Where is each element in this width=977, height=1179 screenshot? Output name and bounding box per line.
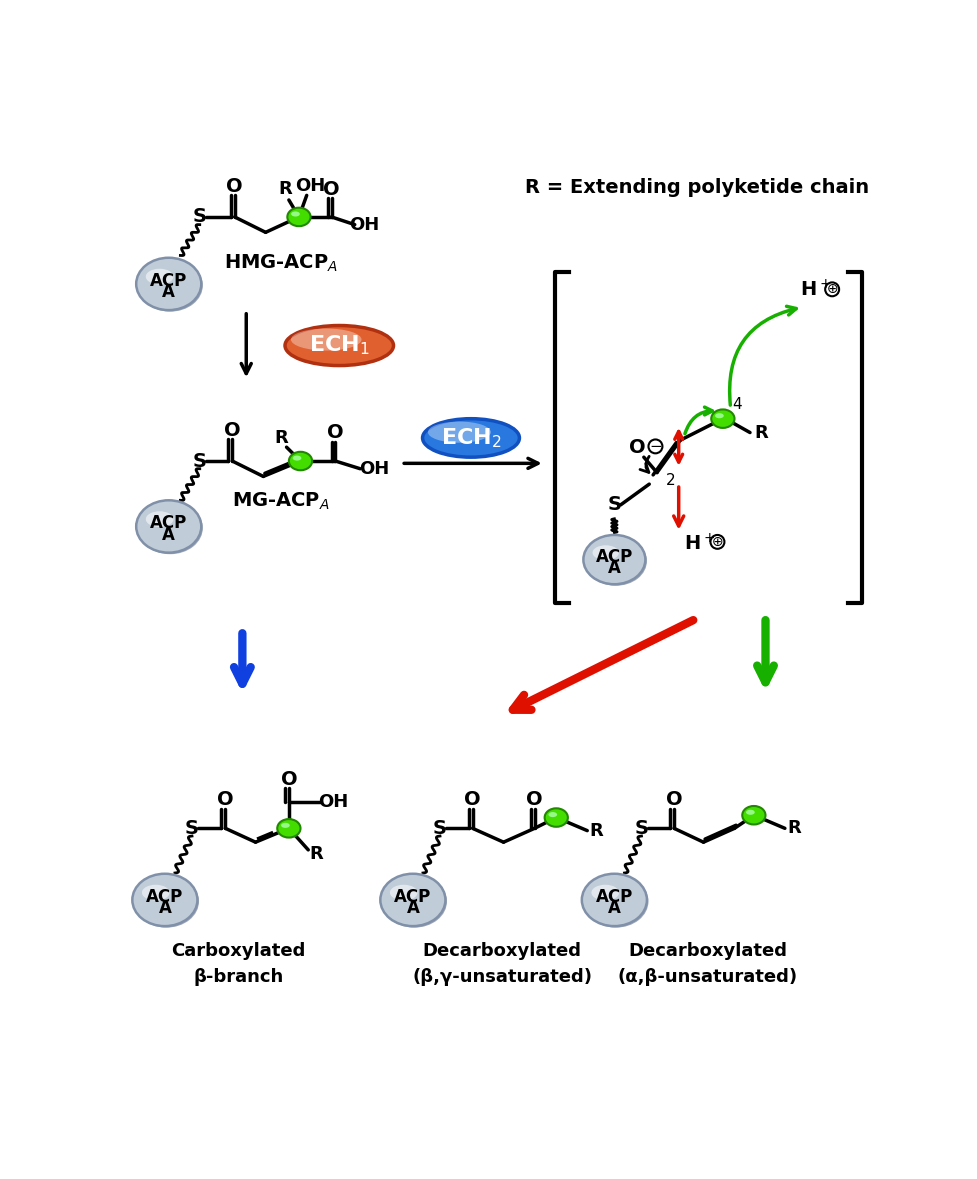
Ellipse shape xyxy=(134,875,198,928)
Text: R: R xyxy=(274,429,287,447)
FancyArrowPatch shape xyxy=(684,407,711,434)
Ellipse shape xyxy=(291,211,300,217)
Ellipse shape xyxy=(146,269,173,284)
FancyArrowPatch shape xyxy=(639,456,649,473)
Text: R = Extending polyketide chain: R = Extending polyketide chain xyxy=(525,178,869,197)
Ellipse shape xyxy=(288,452,312,470)
Text: R: R xyxy=(786,819,800,837)
Text: OH: OH xyxy=(318,793,348,811)
Text: 4: 4 xyxy=(731,397,741,413)
Ellipse shape xyxy=(381,875,446,928)
Ellipse shape xyxy=(142,884,169,901)
Text: S: S xyxy=(607,495,620,514)
Ellipse shape xyxy=(428,422,490,443)
Text: ACP: ACP xyxy=(394,888,431,905)
Text: S: S xyxy=(433,819,446,838)
Ellipse shape xyxy=(714,413,723,419)
Ellipse shape xyxy=(276,819,300,837)
Text: O: O xyxy=(226,177,242,196)
Text: HMG-ACP$_A$: HMG-ACP$_A$ xyxy=(224,252,338,274)
Text: O: O xyxy=(322,179,339,199)
Text: ACP: ACP xyxy=(147,888,184,905)
Text: R: R xyxy=(309,845,322,863)
Text: A: A xyxy=(608,559,620,577)
Text: ECH$_1$: ECH$_1$ xyxy=(309,334,369,357)
Ellipse shape xyxy=(742,806,765,824)
Ellipse shape xyxy=(422,419,519,457)
Ellipse shape xyxy=(287,208,311,226)
Ellipse shape xyxy=(146,512,173,527)
Ellipse shape xyxy=(584,536,646,586)
Text: OH: OH xyxy=(295,177,325,196)
Text: S: S xyxy=(192,452,206,470)
Ellipse shape xyxy=(280,823,289,828)
Ellipse shape xyxy=(284,325,393,365)
Text: O: O xyxy=(217,790,234,809)
Text: R: R xyxy=(589,822,603,839)
Text: R: R xyxy=(754,423,768,442)
Text: H$^+$: H$^+$ xyxy=(799,279,830,301)
FancyArrowPatch shape xyxy=(729,307,795,406)
Text: ECH$_2$: ECH$_2$ xyxy=(441,426,501,449)
Text: 2: 2 xyxy=(665,473,675,488)
Ellipse shape xyxy=(132,874,197,927)
Ellipse shape xyxy=(745,810,754,815)
Text: ACP: ACP xyxy=(595,888,632,905)
Text: Decarboxylated
(α,β-unsaturated): Decarboxylated (α,β-unsaturated) xyxy=(616,942,796,986)
Text: ACP: ACP xyxy=(595,547,632,566)
Text: S: S xyxy=(634,819,648,838)
Text: A: A xyxy=(406,900,419,917)
FancyArrowPatch shape xyxy=(674,432,682,462)
Text: OH: OH xyxy=(359,460,389,477)
Ellipse shape xyxy=(544,809,568,826)
Ellipse shape xyxy=(581,874,646,927)
Text: ACP: ACP xyxy=(150,514,188,533)
Text: O: O xyxy=(326,423,343,442)
Text: A: A xyxy=(162,526,175,544)
Text: S: S xyxy=(185,819,198,838)
Text: Decarboxylated
(β,γ-unsaturated): Decarboxylated (β,γ-unsaturated) xyxy=(411,942,591,986)
Ellipse shape xyxy=(291,329,361,350)
Ellipse shape xyxy=(138,502,202,554)
Ellipse shape xyxy=(292,455,301,461)
Ellipse shape xyxy=(548,812,557,817)
Text: O: O xyxy=(464,790,481,809)
Text: O: O xyxy=(628,439,645,457)
Text: O: O xyxy=(280,770,297,789)
Text: O: O xyxy=(526,790,542,809)
Text: ACP: ACP xyxy=(150,272,188,290)
Text: MG-ACP$_A$: MG-ACP$_A$ xyxy=(232,492,329,513)
Text: Carboxylated
β-branch: Carboxylated β-branch xyxy=(171,942,306,986)
Text: A: A xyxy=(158,900,171,917)
Text: ⊕: ⊕ xyxy=(711,535,723,549)
Ellipse shape xyxy=(582,875,648,928)
Text: −: − xyxy=(649,439,661,454)
Ellipse shape xyxy=(390,884,417,901)
Ellipse shape xyxy=(592,546,618,560)
Text: ⊕: ⊕ xyxy=(826,282,837,296)
Text: A: A xyxy=(608,900,620,917)
Text: H$^+$: H$^+$ xyxy=(683,533,714,554)
Ellipse shape xyxy=(591,884,618,901)
Text: O: O xyxy=(224,421,240,440)
Text: S: S xyxy=(192,208,206,226)
Text: R: R xyxy=(277,180,291,198)
Ellipse shape xyxy=(136,258,201,310)
Ellipse shape xyxy=(138,259,202,311)
Text: A: A xyxy=(162,283,175,302)
Ellipse shape xyxy=(136,500,201,553)
Text: OH: OH xyxy=(349,216,379,233)
Ellipse shape xyxy=(380,874,445,927)
Ellipse shape xyxy=(582,535,645,585)
Ellipse shape xyxy=(710,409,734,428)
Text: O: O xyxy=(665,790,682,809)
